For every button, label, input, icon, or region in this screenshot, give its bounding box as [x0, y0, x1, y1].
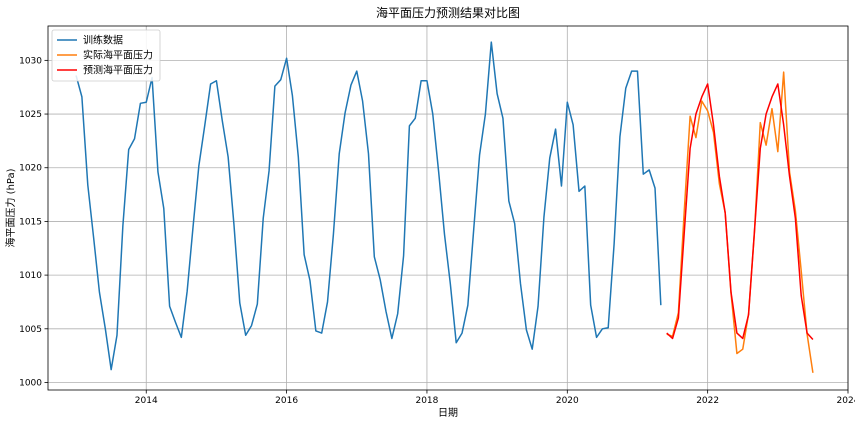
x-tick-label: 2016	[275, 396, 298, 406]
y-tick-label: 1015	[19, 217, 42, 227]
y-tick-label: 1020	[19, 164, 42, 174]
y-tick-label: 1025	[19, 110, 42, 120]
tick-layer: 2014 2016 2018 2020 2022 2024 1000 1005 1010 1015…	[19, 56, 855, 406]
y-axis-label: 海平面压力 (hPa)	[4, 168, 17, 247]
series-line-1	[666, 71, 814, 373]
y-tick-label: 1010	[19, 271, 42, 281]
plot-frame	[47, 25, 849, 391]
legend-label: 训练数据	[83, 34, 123, 47]
series-layer	[75, 41, 814, 373]
x-tick-label: 2020	[556, 396, 579, 406]
chart-title: 海平面压力预测结果对比图	[376, 5, 520, 20]
x-axis-label: 日期	[438, 407, 458, 419]
y-tick-label: 1000	[19, 378, 42, 388]
x-tick-label: 2022	[696, 396, 719, 406]
legend-label: 预测海平面压力	[83, 64, 153, 77]
grid-layer	[48, 26, 849, 390]
legend-label: 实际海平面压力	[83, 49, 153, 62]
x-tick-label: 2024	[837, 396, 855, 406]
legend-box	[51, 29, 161, 82]
series-line-0	[75, 41, 662, 371]
series-line-2	[666, 83, 814, 341]
x-tick-label: 2018	[415, 396, 438, 406]
y-tick-label: 1030	[19, 56, 42, 66]
x-tick-label: 2014	[135, 396, 158, 406]
y-tick-label: 1005	[19, 325, 42, 335]
